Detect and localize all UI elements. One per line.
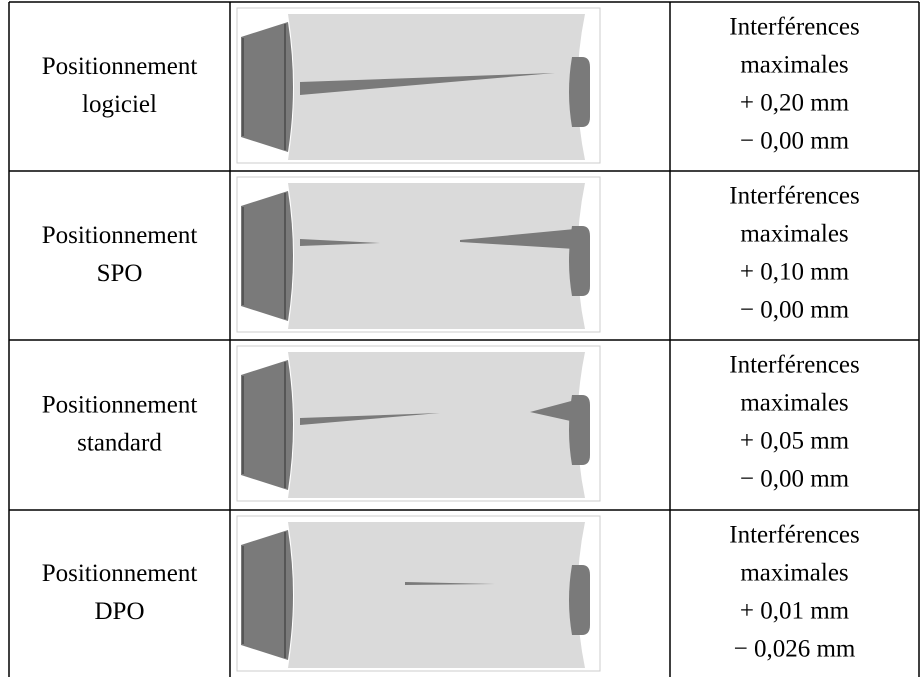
method-label: DPO [94, 598, 144, 625]
result-label: maximales [740, 52, 848, 79]
result-label: Interférences [729, 522, 859, 549]
result-label: + 0,05 mm [740, 428, 850, 455]
result-label: maximales [740, 560, 848, 587]
result-label: + 0,10 mm [740, 259, 850, 286]
result-label: Interférences [729, 352, 859, 379]
interference [460, 229, 575, 249]
interference [300, 413, 440, 425]
illustration [236, 7, 601, 164]
method-label: Positionnement [42, 560, 198, 587]
result-label: Interférences [729, 183, 859, 210]
method-label: Positionnement [42, 222, 198, 249]
part-cap [569, 57, 590, 127]
interference [530, 400, 575, 422]
part-handle [241, 191, 293, 321]
part-handle [241, 360, 293, 490]
illustration [236, 345, 601, 502]
method-label: Positionnement [42, 53, 198, 80]
result-label: − 0,00 mm [740, 466, 850, 493]
part-body [288, 14, 585, 160]
part-handle [241, 530, 293, 660]
part-body [288, 183, 585, 329]
part-handle [241, 22, 293, 152]
result-label: + 0,20 mm [740, 90, 850, 117]
result-label: − 0,026 mm [734, 636, 856, 663]
method-label: logiciel [82, 91, 157, 118]
result-label: maximales [740, 390, 848, 417]
illustration [236, 176, 601, 333]
result-label: Interférences [729, 14, 859, 41]
result-label: maximales [740, 221, 848, 248]
method-label: Positionnement [42, 392, 198, 419]
interference [405, 582, 495, 585]
method-label: SPO [97, 260, 143, 287]
result-label: + 0,01 mm [740, 598, 850, 625]
interference [300, 73, 555, 95]
part-cap [569, 565, 590, 635]
part-body [288, 352, 585, 498]
result-label: − 0,00 mm [740, 128, 850, 155]
result-label: − 0,00 mm [740, 297, 850, 324]
part-body [288, 522, 585, 668]
interference [300, 239, 380, 246]
illustration [236, 515, 601, 672]
method-label: standard [77, 430, 162, 457]
